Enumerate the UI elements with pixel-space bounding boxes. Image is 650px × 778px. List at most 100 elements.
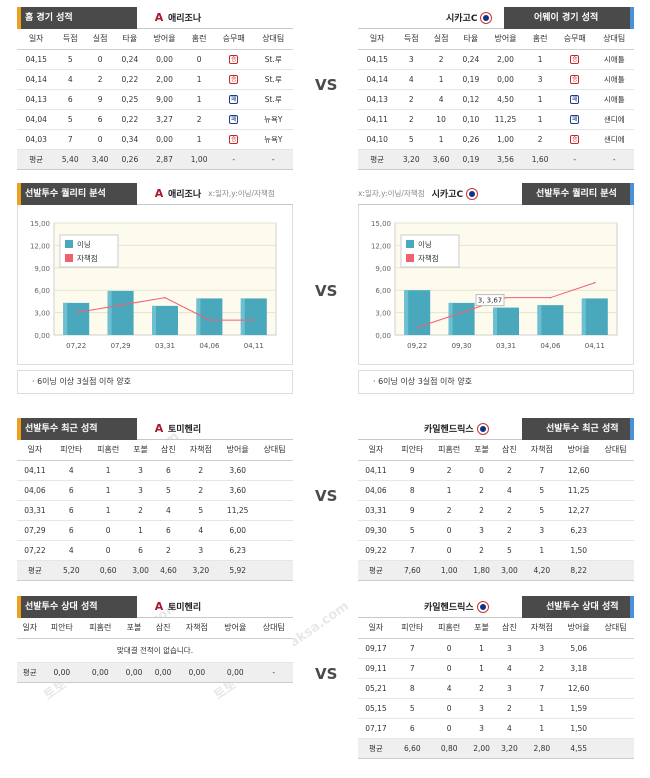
table-cell: 2 — [523, 658, 561, 679]
vs-label: VS — [315, 665, 338, 683]
table-cell: 10 — [426, 109, 456, 130]
average-cell — [597, 738, 634, 758]
table-cell — [256, 500, 293, 521]
table-cell: 5 — [182, 500, 220, 521]
average-cell: 0,00 — [119, 662, 149, 682]
average-cell: 0,00 — [177, 662, 217, 682]
bar-innings — [152, 305, 178, 335]
table-cell: 6,23 — [560, 520, 598, 541]
bar-highlight — [63, 302, 68, 335]
average-cell: 6,60 — [393, 738, 431, 758]
table-cell: 5,06 — [560, 637, 598, 659]
table-cell: 3,27 — [144, 109, 185, 130]
table-cell: 뉴욕Y — [253, 109, 293, 130]
table-row: 07,22 4 0 6 2 3 6,23 — [17, 540, 293, 561]
table-cell: 3 — [525, 69, 556, 90]
x-tick-label: 03,31 — [496, 342, 516, 350]
table-cell: 6 — [52, 520, 90, 541]
bar-highlight — [152, 305, 156, 335]
table-cell: 9 — [393, 459, 431, 481]
average-cell: 평균 — [17, 149, 56, 169]
table-cell: 2 — [154, 540, 183, 561]
column-header: 실점 — [426, 29, 456, 50]
average-cell: 1,00 — [430, 560, 468, 580]
table-cell: 5 — [55, 48, 86, 70]
panel-title: 선발투수 퀄리티 분석 — [25, 189, 106, 199]
column-header: 포볼 — [467, 618, 496, 639]
table-row: 09,22 7 0 2 5 1 1,50 — [358, 540, 634, 561]
column-header: 득점 — [55, 29, 86, 50]
table-cell: 4 — [52, 459, 90, 481]
table-cell: 1 — [525, 109, 556, 130]
table-cell: 1 — [426, 129, 456, 150]
panel-title: 어웨이 경기 성적 — [534, 13, 599, 23]
pitcher-recent-table: 일자 피안타 피홈런 포볼 삼진 자책점 방어율 상대팀 04,11 9 2 0 2 7 12,60 04,0… — [358, 440, 634, 581]
bar-highlight — [107, 290, 112, 335]
column-header: 자책점 — [177, 618, 217, 639]
table-cell: 12,60 — [560, 459, 598, 481]
panel-title: 선발투수 상대 성적 — [25, 602, 98, 612]
average-cell: 5,40 — [55, 149, 86, 169]
table-row: 04,15 5 0 0,24 0,00 0 승 St.루 — [17, 48, 293, 70]
table-cell: 1 — [523, 698, 561, 719]
table-cell: 04,06 — [17, 480, 53, 501]
average-cell: 5,20 — [52, 560, 90, 580]
table-cell — [256, 520, 293, 541]
table-cell: 1 — [467, 658, 496, 679]
average-cell: 1,80 — [467, 560, 496, 580]
column-header: 피안타 — [393, 618, 431, 639]
column-header: 방어율 — [560, 440, 598, 461]
table-cell: 0 — [85, 129, 115, 150]
table-row: 09,30 5 0 3 2 3 6,23 — [358, 520, 634, 541]
table-row: 09,17 7 0 1 3 3 5,06 — [358, 637, 634, 659]
average-cell: 0,60 — [89, 560, 127, 580]
x-tick-label: 04,11 — [244, 342, 264, 350]
table-cell: 04,06 — [358, 480, 394, 501]
pitcher-recent-panel: 선발투수 최근 성적 A 토미헨리 일자 피안타 피홈런 포볼 삼진 자책점 방어율 상대팀 0… — [17, 418, 293, 581]
average-cell: 2,00 — [467, 738, 496, 758]
loss-icon: 패 — [229, 95, 239, 104]
average-cell: 3,00 — [495, 560, 524, 580]
table-cell: 4 — [396, 69, 427, 90]
average-cell: 4,55 — [560, 738, 598, 758]
pitcher-vs-table: 일자 피안타 피홈런 포볼 삼진 자책점 방어율 상대팀 09,17 7 0 1 3 3 5,06 09,11… — [358, 618, 634, 759]
table-row: 09,11 7 0 1 4 2 3,18 — [358, 658, 634, 679]
table-cell: 6 — [85, 109, 115, 130]
average-cell: 2,87 — [144, 149, 185, 169]
team-name: A 토미헨리 — [154, 600, 202, 613]
table-cell: 04,04 — [17, 109, 56, 130]
y-tick-label: 15,00 — [371, 220, 391, 228]
table-cell: 2 — [182, 480, 220, 501]
table-cell: 04,15 — [358, 48, 397, 70]
table-cell: 0 — [430, 637, 468, 659]
average-cell: 0,00 — [216, 662, 255, 682]
table-cell: 5 — [393, 520, 431, 541]
table-cell — [597, 520, 634, 541]
table-cell: 9 — [85, 89, 115, 110]
table-cell: 6,23 — [219, 540, 257, 561]
table-cell: 1 — [89, 480, 127, 501]
table-cell: 0 — [430, 520, 468, 541]
column-header: 삼진 — [495, 618, 524, 639]
quality-chart: 0,00 3,00 6,00 9,00 12,00 15,00 09,22 09,30 03,3… — [371, 220, 618, 350]
table-cell: 04,11 — [17, 459, 53, 481]
panel-title: 선발투수 최근 성적 — [25, 424, 98, 434]
table-cell: 뉴욕Y — [253, 129, 293, 150]
table-cell: 1 — [184, 89, 215, 110]
table-cell: 5 — [154, 480, 183, 501]
result-icon: 승 — [214, 129, 254, 150]
y-tick-label: 6,00 — [34, 287, 50, 295]
diamondbacks-logo-icon: A — [154, 600, 164, 613]
table-cell: 0 — [89, 540, 127, 561]
average-cell: 1,00 — [184, 149, 215, 169]
table-cell: 3 — [467, 520, 496, 541]
table-cell: 3 — [523, 520, 561, 541]
panel-title: 홈 경기 성적 — [25, 13, 73, 23]
column-header: 일자 — [17, 618, 43, 639]
column-header: 삼진 — [154, 440, 183, 461]
table-cell: 1 — [126, 520, 155, 541]
table-cell: 2 — [495, 698, 524, 719]
column-header: 피홈런 — [81, 618, 120, 639]
table-cell: 0 — [430, 658, 468, 679]
table-cell: 7 — [393, 540, 431, 561]
